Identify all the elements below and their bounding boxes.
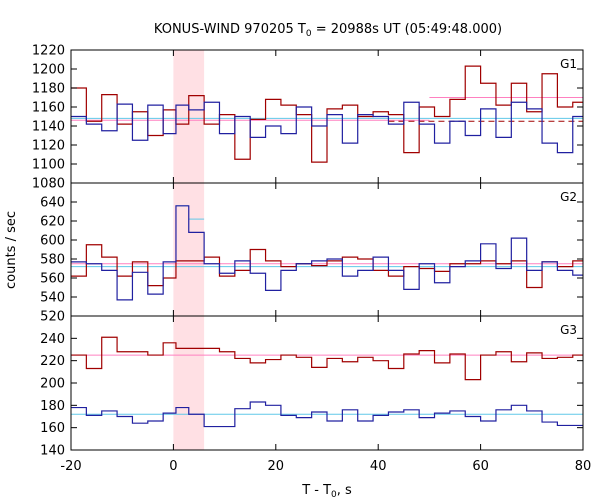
panel-g2 [71, 205, 583, 301]
y-tick-label-g3: 220 [40, 354, 65, 369]
y-tick-label-g1: 1100 [32, 158, 65, 173]
series-g2-red [71, 244, 583, 289]
y-tick-label-g2: 560 [40, 272, 65, 287]
x-tick-label: -20 [60, 459, 81, 474]
panel-label-g2: G2 [560, 190, 577, 204]
y-tick-label-g3: 200 [40, 377, 65, 392]
y-tick-label-g2: 620 [40, 215, 65, 230]
x-tick-label: 80 [575, 459, 592, 474]
x-tick-label: 40 [370, 459, 387, 474]
y-tick-label-g2: 580 [40, 253, 65, 268]
series-g3-red [71, 336, 583, 381]
ticks-layer: 1080 1100 1120 1140 1160 1180 1200 1220 520 540 56… [32, 44, 591, 475]
panel-frame-g3 [70, 315, 584, 451]
y-tick-label-g3: 140 [40, 444, 65, 459]
x-tick-label: 0 [169, 459, 177, 474]
chart-title: KONUS-WIND 970205 T0 = 20988s UT (05:49:… [154, 22, 502, 39]
y-tick-label-g1: 1080 [32, 177, 65, 192]
x-tick-label: 60 [472, 459, 489, 474]
series-layer [71, 65, 583, 428]
y-tick-label-g2: 600 [40, 234, 65, 249]
y-axis-label: counts / sec [4, 211, 19, 289]
y-tick-label-g1: 1200 [32, 63, 65, 78]
x-axis-label: T - T0, s [301, 483, 352, 500]
y-tick-label-g3: 240 [40, 332, 65, 347]
panel-label-g3: G3 [560, 323, 577, 337]
series-g1-blue [71, 101, 583, 154]
panel-g3 [71, 336, 583, 428]
y-tick-label-g1: 1120 [32, 139, 65, 154]
series-g3-blue [71, 401, 583, 428]
y-tick-label-g2: 520 [40, 310, 65, 325]
panel-g1 [71, 65, 583, 163]
panel-label-g1: G1 [560, 57, 577, 71]
y-tick-label-g1: 1220 [32, 44, 65, 59]
y-tick-label-g2: 540 [40, 291, 65, 306]
y-tick-label-g2: 640 [40, 196, 65, 211]
x-tick-label: 20 [268, 459, 285, 474]
panel-frame-g2 [70, 182, 584, 317]
y-tick-label-g3: 180 [40, 399, 65, 414]
y-tick-label-g1: 1160 [32, 101, 65, 116]
y-tick-label-g1: 1180 [32, 82, 65, 97]
series-g2-blue [71, 205, 583, 301]
y-tick-label-g3: 160 [40, 421, 65, 436]
y-tick-label-g1: 1140 [32, 120, 65, 135]
